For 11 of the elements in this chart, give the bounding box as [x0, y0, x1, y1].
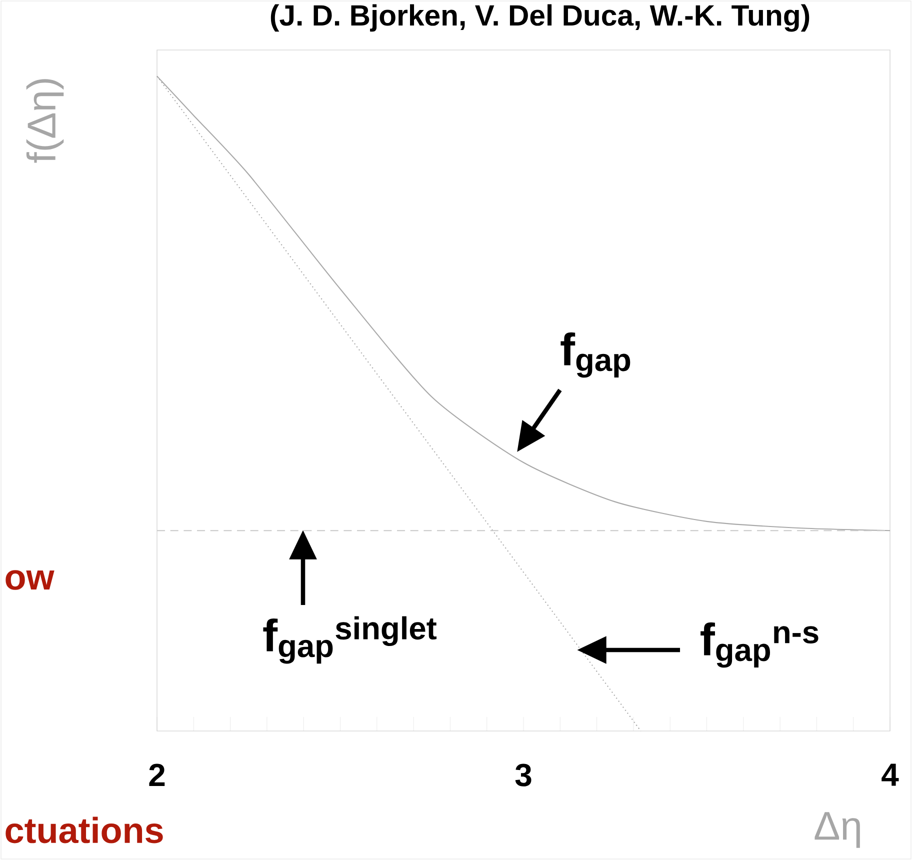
x-tick-label: 4: [882, 764, 899, 786]
annotation: f$_{gap}$: [560, 332, 630, 378]
annotation: f$_{gap}$$^{singlet}$: [263, 616, 437, 664]
text: ctuations: [6, 816, 163, 844]
text: ow: [6, 570, 54, 590]
y-axis-title: f(Δη): [26, 79, 64, 163]
annotation: f$_{gap}$$^{n-s}$: [700, 622, 818, 668]
x-tick-label: 3: [515, 764, 532, 786]
x-axis-title: Δη: [814, 812, 860, 848]
chart-title: (J. D. Bjorken, V. Del Duca, W.-K. Tung): [270, 4, 810, 32]
x-tick-label: 2: [149, 764, 165, 786]
